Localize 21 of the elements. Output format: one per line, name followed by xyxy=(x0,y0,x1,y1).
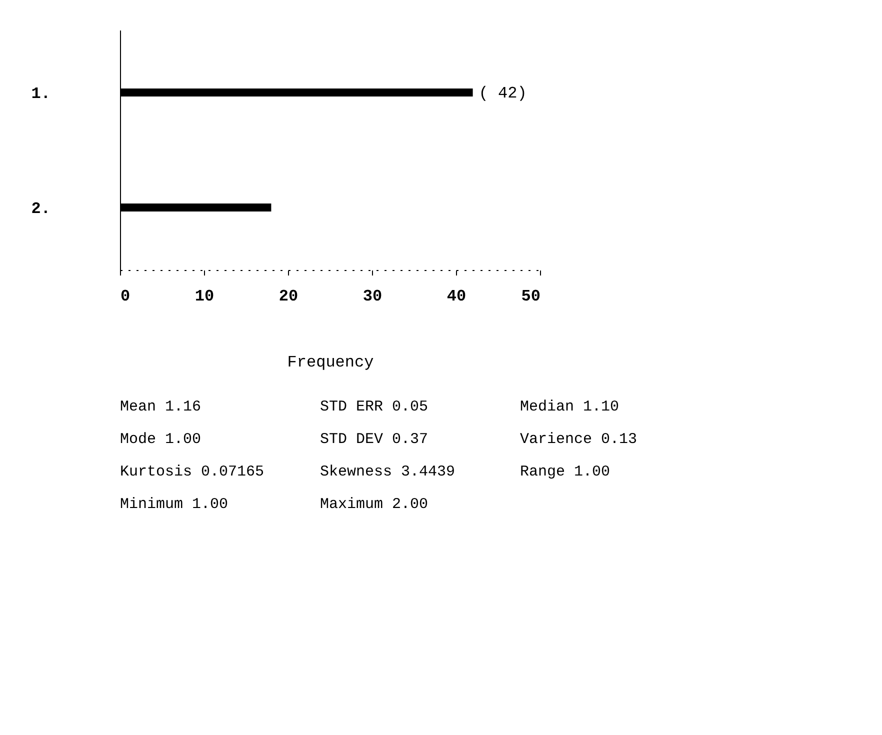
x-tick-label: 50 xyxy=(521,288,540,306)
x-tick-label: 40 xyxy=(446,288,466,306)
y-tick-label: 2. xyxy=(31,200,50,218)
x-axis-title: Frequency xyxy=(287,354,374,372)
text: STD ERR 0.05 xyxy=(320,398,428,416)
text: Minimum 1.00 xyxy=(120,496,228,513)
x-tick-label: 30 xyxy=(362,288,382,306)
text: Varience 0.13 xyxy=(520,430,638,448)
x-tick-label: 20 xyxy=(278,288,298,306)
text: Kurtosis 0.07165 xyxy=(120,463,264,480)
data-label: ( 42) xyxy=(478,84,527,102)
text: Median 1.10 xyxy=(520,398,620,416)
text: STD DEV 0.37 xyxy=(320,430,428,448)
text: Maximum 2.00 xyxy=(320,496,428,513)
text: Mean 1.16 xyxy=(120,398,202,416)
x-tick-label: 0 xyxy=(120,288,130,306)
y-tick-label: 1. xyxy=(31,85,50,103)
text: Range 1.00 xyxy=(520,463,610,480)
x-tick-label: 10 xyxy=(194,288,214,306)
text: Skewness 3.4439 xyxy=(320,463,456,480)
text: Mode 1.00 xyxy=(120,430,202,448)
